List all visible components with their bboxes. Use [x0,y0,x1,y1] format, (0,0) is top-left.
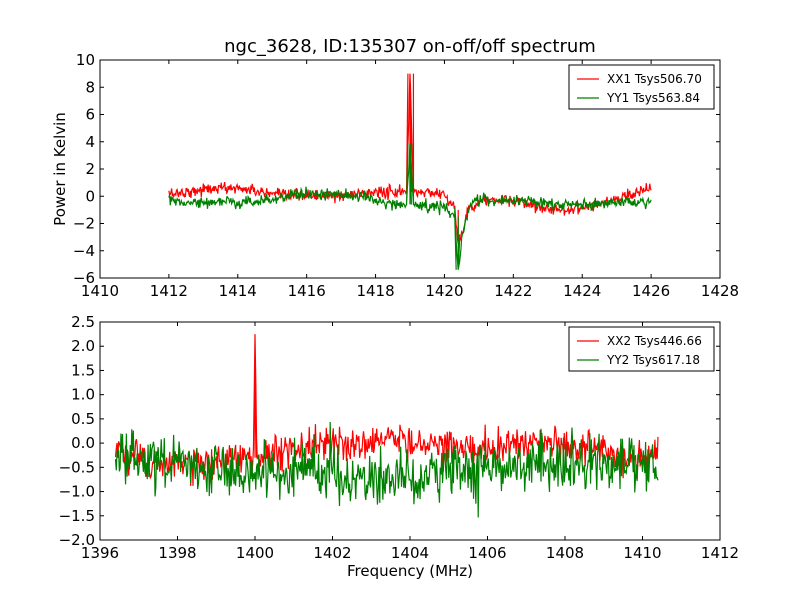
legend-entry: YY1 Tsys563.84 [606,91,700,105]
y-axis-label: Power in Kelvin [51,112,69,226]
series-line-xx1 [168,73,652,245]
y-tick-label: 2 [85,160,95,178]
y-tick-label: −6 [73,269,95,287]
y-tick-label: 0 [85,187,95,205]
x-tick-label: 1408 [546,544,584,562]
x-tick-label: 1404 [391,544,429,562]
x-tick-label: 1400 [236,544,274,562]
x-tick-label: 1420 [425,282,463,300]
y-tick-label: 1.0 [71,386,95,404]
y-tick-label: 1.5 [71,361,95,379]
legend-entry: XX2 Tsys446.66 [607,334,702,348]
chart-title: ngc_3628, ID:135307 on-off/off spectrum [224,36,596,57]
y-tick-label: 6 [85,106,95,124]
x-tick-label: 1422 [494,282,532,300]
x-tick-label: 1412 [701,544,739,562]
top-plot-on-off-xx1-yy1: 1410 1412 1414 1416 1418 1420 1422 1424 1426 1428… [51,51,739,300]
y-tick-label: 0.0 [71,434,95,452]
series-line-yy1 [168,143,652,270]
legend: XX2 Tsys446.66 YY2 Tsys617.18 [568,326,715,372]
x-tick-label: 1418 [356,282,394,300]
x-tick-label: 1416 [288,282,326,300]
x-tick-label: 1428 [701,282,739,300]
x-tick-label: 1396 [81,544,119,562]
legend-entry: YY2 Tsys617.18 [606,353,700,367]
y-tick-label: −2 [73,215,95,233]
legend-box [568,326,715,372]
legend: XX1 Tsys506.70 YY1 Tsys563.84 [568,64,715,110]
y-tick-label: −2.0 [59,531,95,549]
y-tick-label: 2.5 [71,313,95,331]
x-tick-label: 1398 [158,544,196,562]
y-tick-label: −0.5 [59,458,95,476]
y-tick-label: 4 [85,133,95,151]
x-tick-label: 1414 [219,282,257,300]
y-tick-label: 10 [76,51,95,69]
x-tick-label: 1424 [563,282,601,300]
bottom-plot-on-off-xx2-yy2: 1396 1398 1400 1402 1404 1406 1408 1410 1412 −2.0… [59,313,740,580]
y-tick-label: −1.5 [59,507,95,525]
legend-box [568,64,715,110]
y-tick-label: 2.0 [71,337,95,355]
legend-entry: XX1 Tsys506.70 [607,72,702,86]
y-tick-label: 8 [85,78,95,96]
y-tick-label: −1.0 [59,483,95,501]
series-line-xx2 [114,334,659,486]
y-tick-label: −4 [73,242,95,260]
x-tick-label: 1406 [468,544,506,562]
x-tick-label: 1410 [81,282,119,300]
series-line-yy2 [114,421,659,518]
x-tick-label: 1402 [313,544,351,562]
x-tick-label: 1410 [623,544,661,562]
x-tick-label: 1426 [632,282,670,300]
x-axis-label: Frequency (MHz) [347,562,473,580]
y-tick-label: 0.5 [71,410,95,428]
x-tick-label: 1412 [150,282,188,300]
